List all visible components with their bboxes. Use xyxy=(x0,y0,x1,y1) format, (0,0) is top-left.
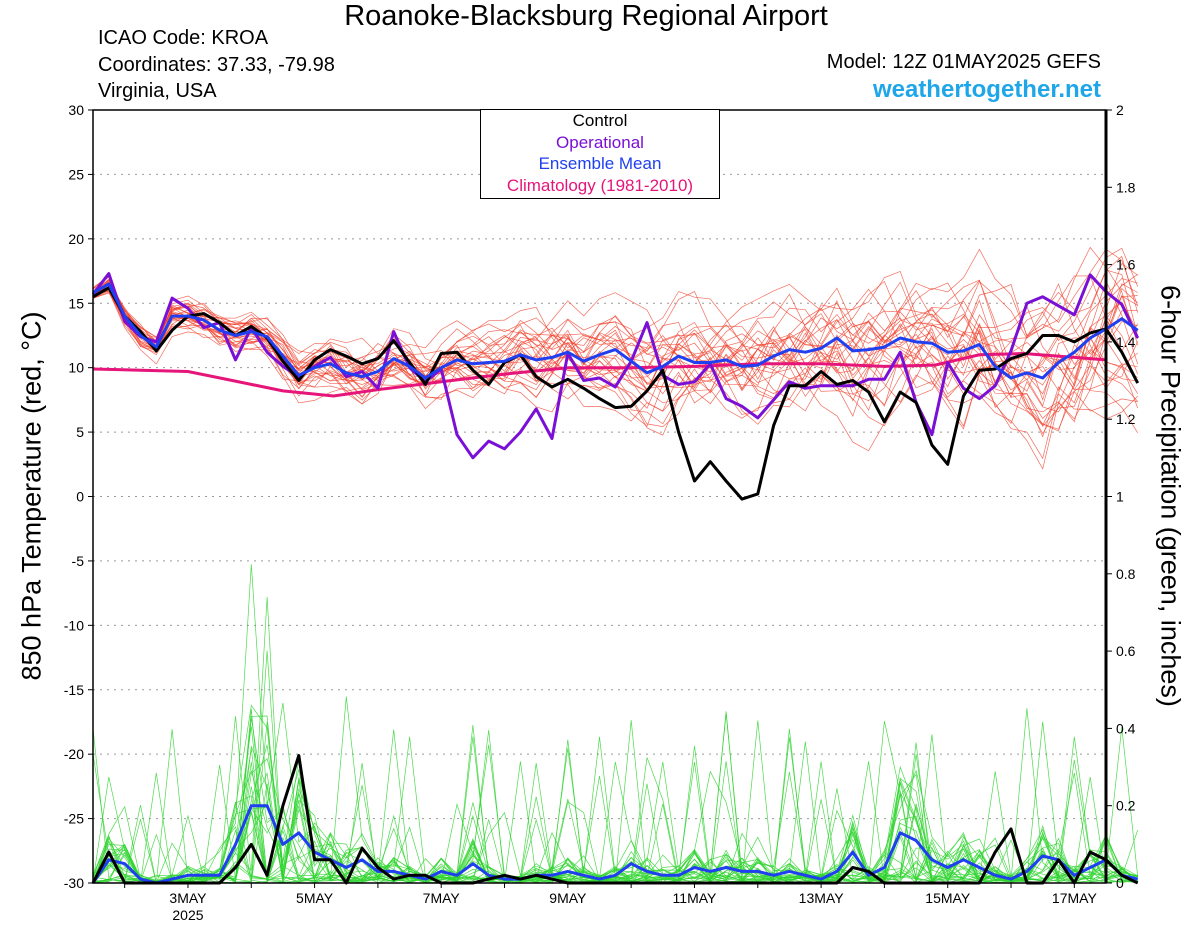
legend-climatology: Climatology (1981-2010) xyxy=(506,175,694,195)
page-title: Roanoke-Blacksburg Regional Airport xyxy=(344,0,828,32)
right-tick-label: 1 xyxy=(1116,489,1124,505)
precipitation-member-line xyxy=(92,715,1138,884)
year-label: 2025 xyxy=(172,907,203,923)
left-tick-label: -20 xyxy=(64,746,84,762)
x-tick-label: 7MAY xyxy=(423,890,461,906)
temperature-member-line xyxy=(92,286,1139,470)
site-link[interactable]: weathertogether.net xyxy=(872,76,1101,103)
x-tick-label: 3MAY xyxy=(169,890,207,906)
precipitation-member-line xyxy=(92,769,1138,884)
x-tick-label: 5MAY xyxy=(296,890,334,906)
right-tick-label: 0 xyxy=(1116,875,1124,891)
legend-control: Control xyxy=(572,111,628,130)
left-tick-label: 20 xyxy=(68,231,84,247)
temperature-member-line xyxy=(92,283,1139,404)
precipitation-member-line xyxy=(92,650,1138,884)
icao-code: ICAO Code: KROA xyxy=(98,27,269,49)
temperature-member-line xyxy=(92,270,1138,427)
temperature-member-line xyxy=(92,275,1139,391)
precipitation-member-line xyxy=(92,564,1138,884)
legend: Control Operational Ensemble Mean Climat… xyxy=(480,109,720,199)
right-tick-label: 1.6 xyxy=(1116,257,1136,273)
x-tick-label: 15MAY xyxy=(925,890,971,906)
temperature-member-line xyxy=(92,279,1139,392)
right-tick-label: 0.2 xyxy=(1116,798,1136,814)
right-tick-label: 0.4 xyxy=(1116,720,1136,736)
right-tick-label: 0.8 xyxy=(1116,566,1136,582)
precip-mean-line xyxy=(91,804,1139,885)
right-tick-label: 0.6 xyxy=(1116,643,1136,659)
left-tick-label: 30 xyxy=(68,102,84,118)
x-tick-label: 17MAY xyxy=(1052,890,1098,906)
left-tick-label: -25 xyxy=(64,811,84,827)
left-tick-label: -10 xyxy=(64,617,84,633)
left-tick-label: 5 xyxy=(76,424,84,440)
temperature-member-line xyxy=(92,287,1138,427)
legend-operational: Operational xyxy=(556,132,644,152)
climatology-line xyxy=(92,351,1107,398)
left-tick-label: 10 xyxy=(68,360,84,376)
left-tick-label: -5 xyxy=(72,553,85,569)
region: Virginia, USA xyxy=(98,80,217,102)
temperature-member-line xyxy=(92,248,1139,417)
temperature-member-line xyxy=(92,285,1138,390)
left-tick-label: 25 xyxy=(68,166,84,182)
temp-mean-line xyxy=(92,282,1139,380)
left-tick-label: -15 xyxy=(64,682,84,698)
right-tick-label: 1.8 xyxy=(1116,179,1136,195)
chart-series xyxy=(91,272,1140,885)
coordinates: Coordinates: 37.33, -79.98 xyxy=(98,54,335,76)
model-run: Model: 12Z 01MAY2025 GEFS xyxy=(826,51,1101,73)
right-tick-label: 1.2 xyxy=(1116,411,1136,427)
right-tick-label: 2 xyxy=(1116,102,1124,118)
x-tick-label: 9MAY xyxy=(549,890,587,906)
x-tick-label: 13MAY xyxy=(799,890,845,906)
right-tick-label: 1.4 xyxy=(1116,334,1136,350)
temp-operational-line xyxy=(91,272,1140,460)
left-tick-label: 15 xyxy=(68,295,84,311)
grid-lines xyxy=(93,109,1106,884)
temperature-member-line xyxy=(92,287,1138,426)
left-tick-label: 0 xyxy=(76,489,84,505)
ensemble-members xyxy=(92,246,1139,884)
precipitation-member-line xyxy=(92,711,1138,884)
precipitation-member-line xyxy=(92,748,1138,884)
legend-mean: Ensemble Mean xyxy=(538,154,662,173)
chart-axes: 302520151050-5-10-15-20-25-3021.81.61.41… xyxy=(64,102,1136,923)
x-tick-label: 11MAY xyxy=(673,890,717,906)
left-tick-label: -30 xyxy=(64,875,84,891)
temperature-member-line xyxy=(92,289,1138,401)
precipitation-member-line xyxy=(92,736,1138,884)
